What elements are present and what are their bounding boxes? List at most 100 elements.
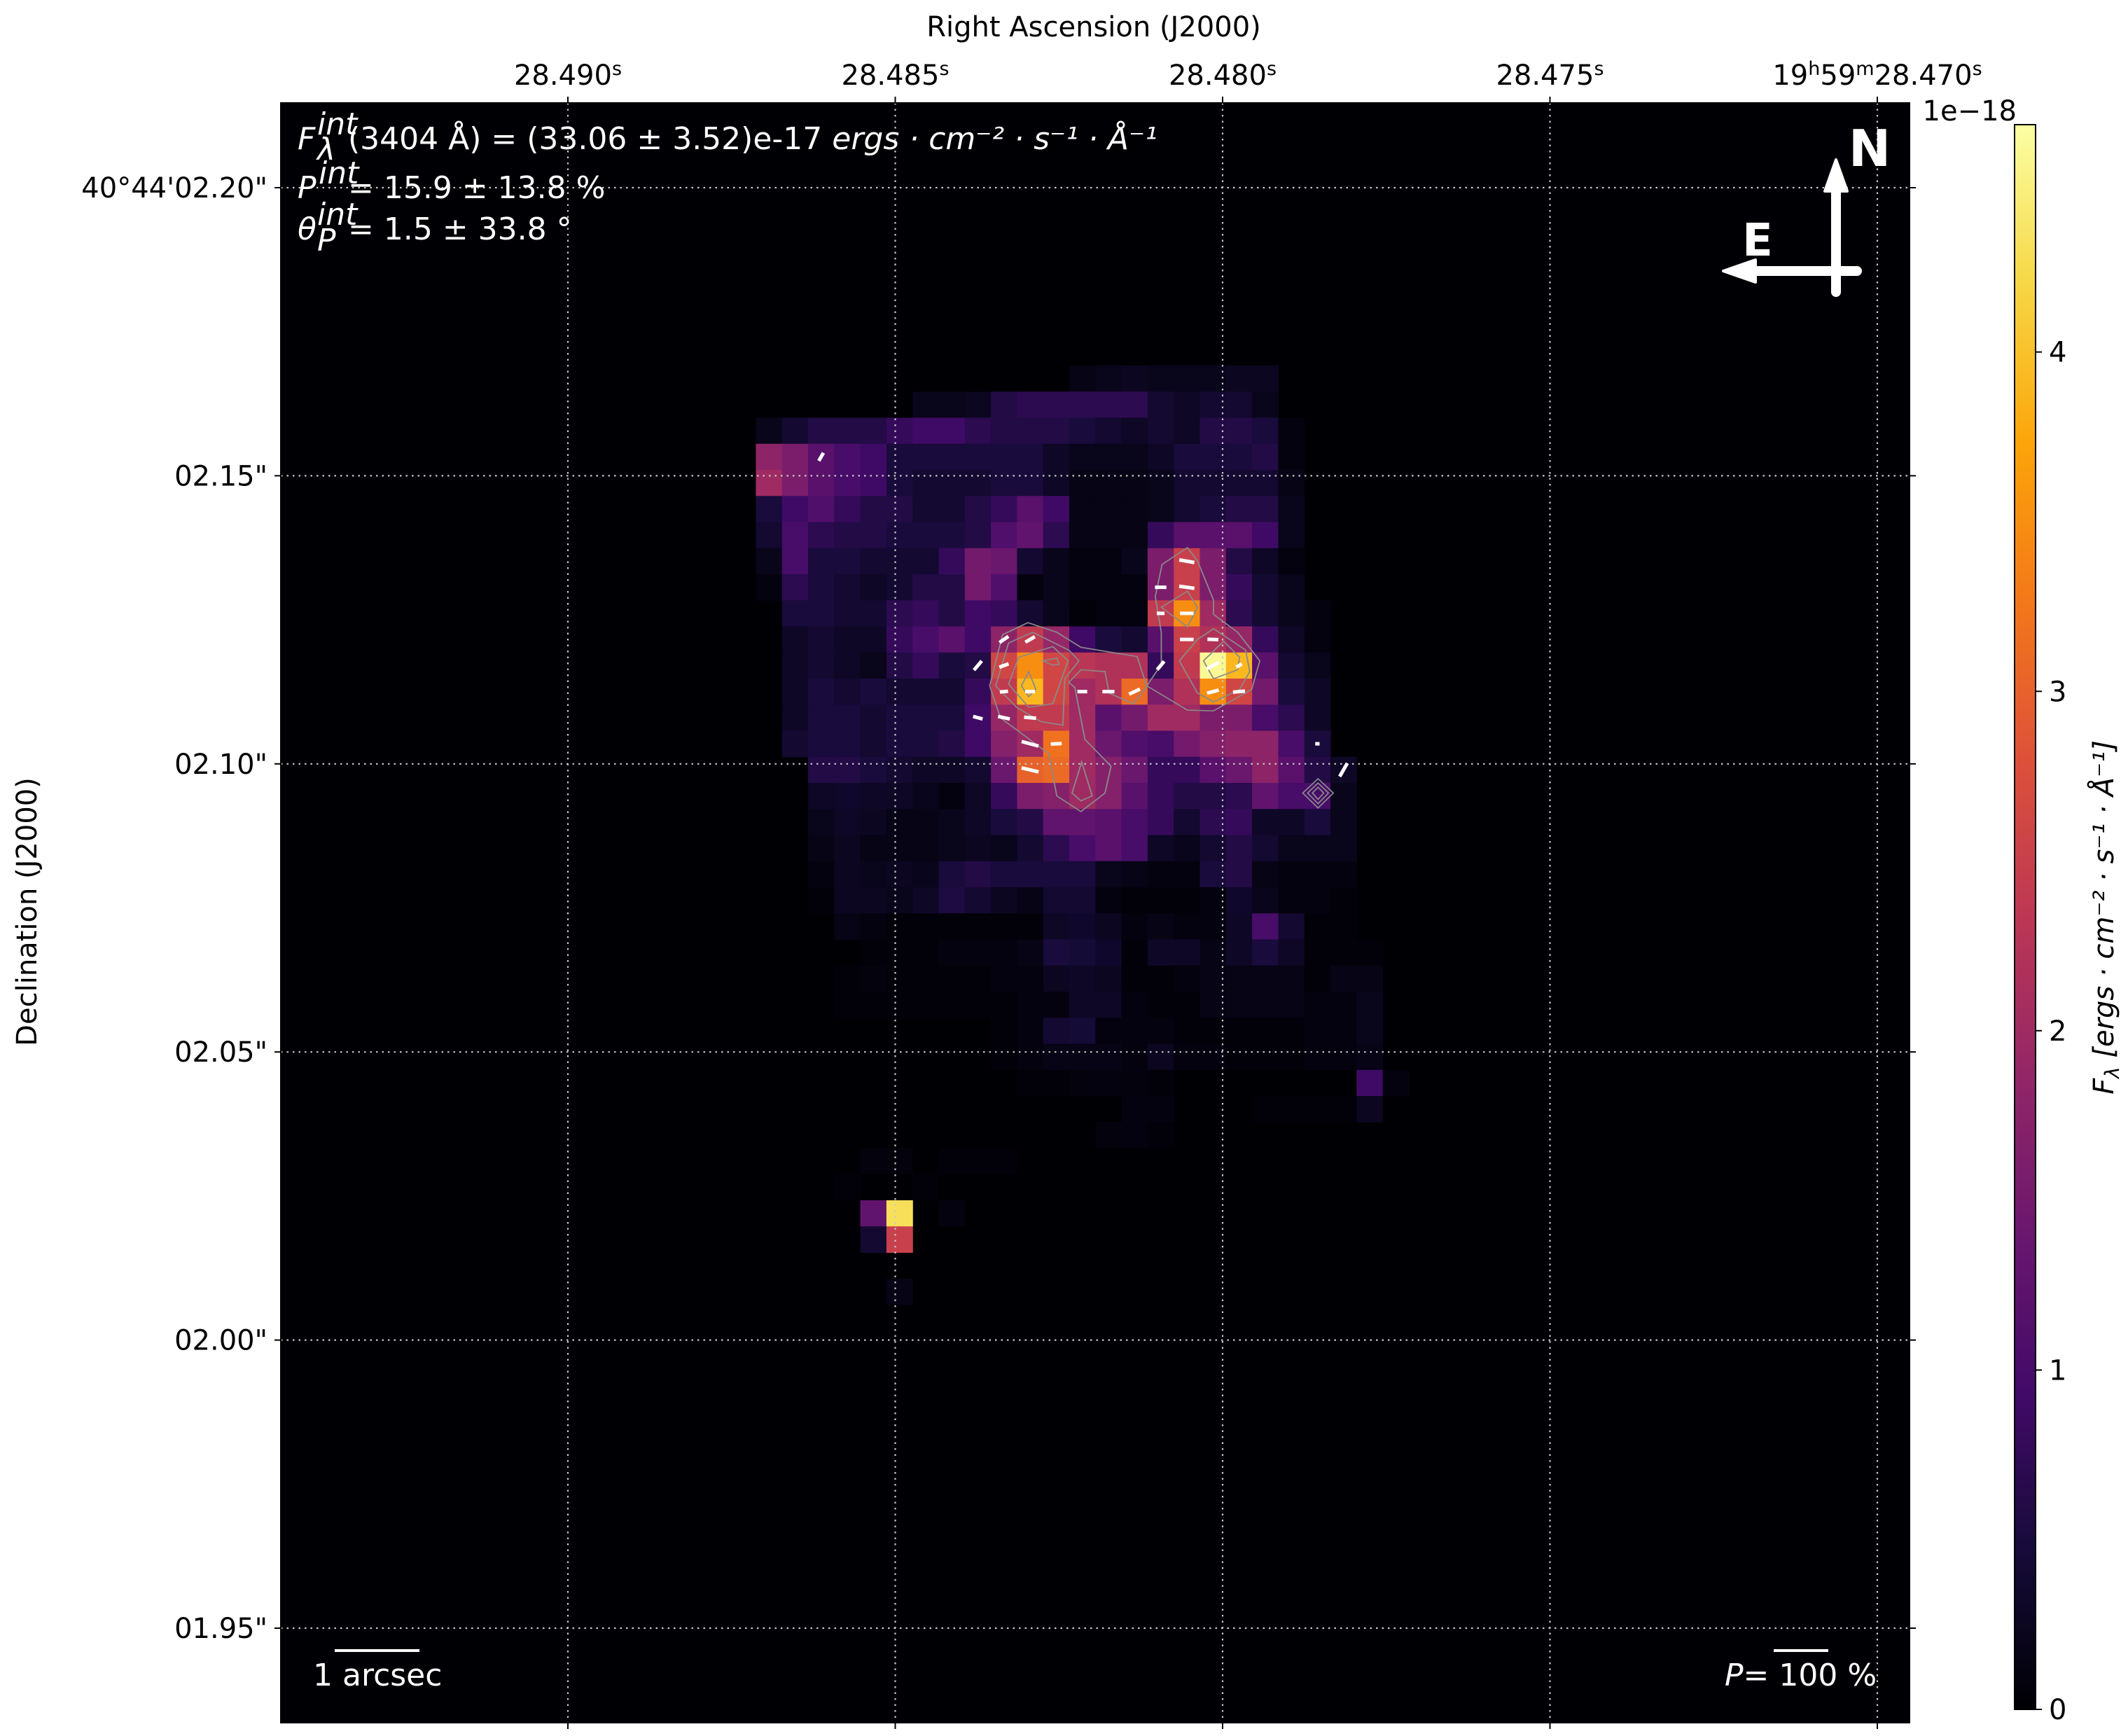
image-pixel xyxy=(991,417,1017,445)
tick-label-part: 28.475 xyxy=(1496,60,1594,92)
image-pixel xyxy=(1225,939,1253,966)
image-pixel xyxy=(1174,679,1201,705)
image-pixel xyxy=(1278,704,1305,732)
image-pixel xyxy=(1095,704,1122,732)
image-pixel xyxy=(1147,756,1174,784)
image-pixel xyxy=(1017,939,1044,966)
image-pixel xyxy=(964,417,992,445)
image-pixel xyxy=(1043,522,1070,549)
image-pixel xyxy=(912,652,940,679)
image-pixel xyxy=(912,809,940,836)
image-pixel xyxy=(808,417,835,445)
polarization-vector xyxy=(1206,660,1220,671)
image-pixel xyxy=(1225,913,1253,940)
image-pixel xyxy=(1069,730,1096,758)
image-pixel xyxy=(781,417,809,445)
image-pixel xyxy=(1095,522,1122,549)
image-pixel xyxy=(1069,965,1096,992)
image-pixel xyxy=(860,1226,887,1254)
image-pixel xyxy=(1069,756,1096,784)
image-pixel xyxy=(808,470,835,497)
image-pixel xyxy=(912,939,940,966)
image-pixel xyxy=(1147,939,1174,966)
image-pixel xyxy=(991,548,1017,575)
flux-value: (3404 Å) = (33.06 ± 3.52)e-17 ergs · cm⁻… xyxy=(348,120,1157,157)
image-pixel xyxy=(1121,522,1148,549)
image-pixel xyxy=(834,809,861,836)
image-pixel xyxy=(991,835,1017,862)
image-pixel xyxy=(1017,1018,1044,1045)
image-pixel xyxy=(1252,391,1279,419)
image-pixel xyxy=(1252,496,1279,523)
image-pixel xyxy=(1121,756,1148,784)
north-arrowhead-icon xyxy=(1823,158,1849,193)
image-pixel xyxy=(938,391,966,419)
image-pixel xyxy=(1304,600,1331,627)
image-pixel xyxy=(1147,965,1174,992)
p-scale-label: P= 100 % xyxy=(1725,1658,1877,1693)
image-pixel xyxy=(1330,1018,1357,1045)
image-pixel xyxy=(1121,861,1148,888)
image-pixel xyxy=(1278,1043,1305,1071)
polarization-vector xyxy=(999,689,1008,694)
image-pixel xyxy=(991,887,1017,914)
image-pixel xyxy=(1121,783,1148,810)
image-pixel xyxy=(756,548,783,575)
image-pixel xyxy=(834,626,861,653)
image-pixel xyxy=(886,1278,913,1305)
image-pixel xyxy=(1121,992,1148,1018)
dec-tick-label: 02.05" xyxy=(174,1036,267,1069)
image-pixel xyxy=(860,1200,887,1227)
image-pixel xyxy=(1330,1043,1357,1071)
axis-ticks xyxy=(274,97,1916,1729)
contour-line xyxy=(989,622,1148,812)
image-pixel xyxy=(1356,939,1384,966)
polarization-vector xyxy=(1155,660,1166,671)
image-pixel xyxy=(860,783,887,810)
image-pixel xyxy=(1330,835,1357,862)
ra-tick-label: 28.475s xyxy=(1496,58,1604,92)
image-pixel xyxy=(964,887,992,914)
image-pixel xyxy=(1121,1069,1148,1097)
image-pixel xyxy=(1199,913,1227,940)
image-pixel xyxy=(1121,574,1148,601)
image-pixel xyxy=(1095,992,1122,1018)
image-pixel xyxy=(1017,600,1044,627)
image-pixel xyxy=(1225,783,1253,810)
image-pixel xyxy=(1252,730,1279,758)
image-pixel xyxy=(1095,939,1122,966)
image-pixel xyxy=(991,756,1017,784)
contour-diamond-southwest xyxy=(1302,777,1335,810)
tick-label-part: 28.485 xyxy=(841,60,939,92)
image-pixel xyxy=(886,600,913,627)
image-pixel xyxy=(1252,939,1279,966)
image-pixel xyxy=(1069,861,1096,888)
image-pixel xyxy=(1174,391,1201,419)
image-pixel xyxy=(1147,730,1174,758)
image-pixel xyxy=(1121,1096,1148,1123)
image-pixel xyxy=(1069,391,1096,419)
image-pixel xyxy=(781,496,809,523)
image-pixel xyxy=(1199,574,1227,601)
image-pixel xyxy=(1095,809,1122,836)
image-pixel xyxy=(1174,965,1201,992)
polarization-vector xyxy=(1178,584,1195,590)
image-pixel xyxy=(912,679,940,705)
image-pixel xyxy=(912,470,940,497)
integrated-polarization-annotation: P int = 15.9 ± 13.8 % xyxy=(298,155,605,206)
image-pixel xyxy=(834,522,861,549)
image-pixel xyxy=(1304,861,1331,888)
image-pixel xyxy=(912,626,940,653)
image-pixel xyxy=(1017,913,1044,940)
image-pixel xyxy=(1095,626,1122,653)
image-pixel xyxy=(912,730,940,758)
image-pixel xyxy=(1121,939,1148,966)
image-pixel xyxy=(1069,574,1096,601)
image-pixel xyxy=(964,939,992,966)
image-pixel xyxy=(860,470,887,497)
image-pixel xyxy=(1069,496,1096,523)
image-pixel xyxy=(1043,652,1070,679)
image-pixel xyxy=(938,861,966,888)
image-pixel xyxy=(1225,417,1253,445)
image-pixel xyxy=(1174,887,1201,914)
